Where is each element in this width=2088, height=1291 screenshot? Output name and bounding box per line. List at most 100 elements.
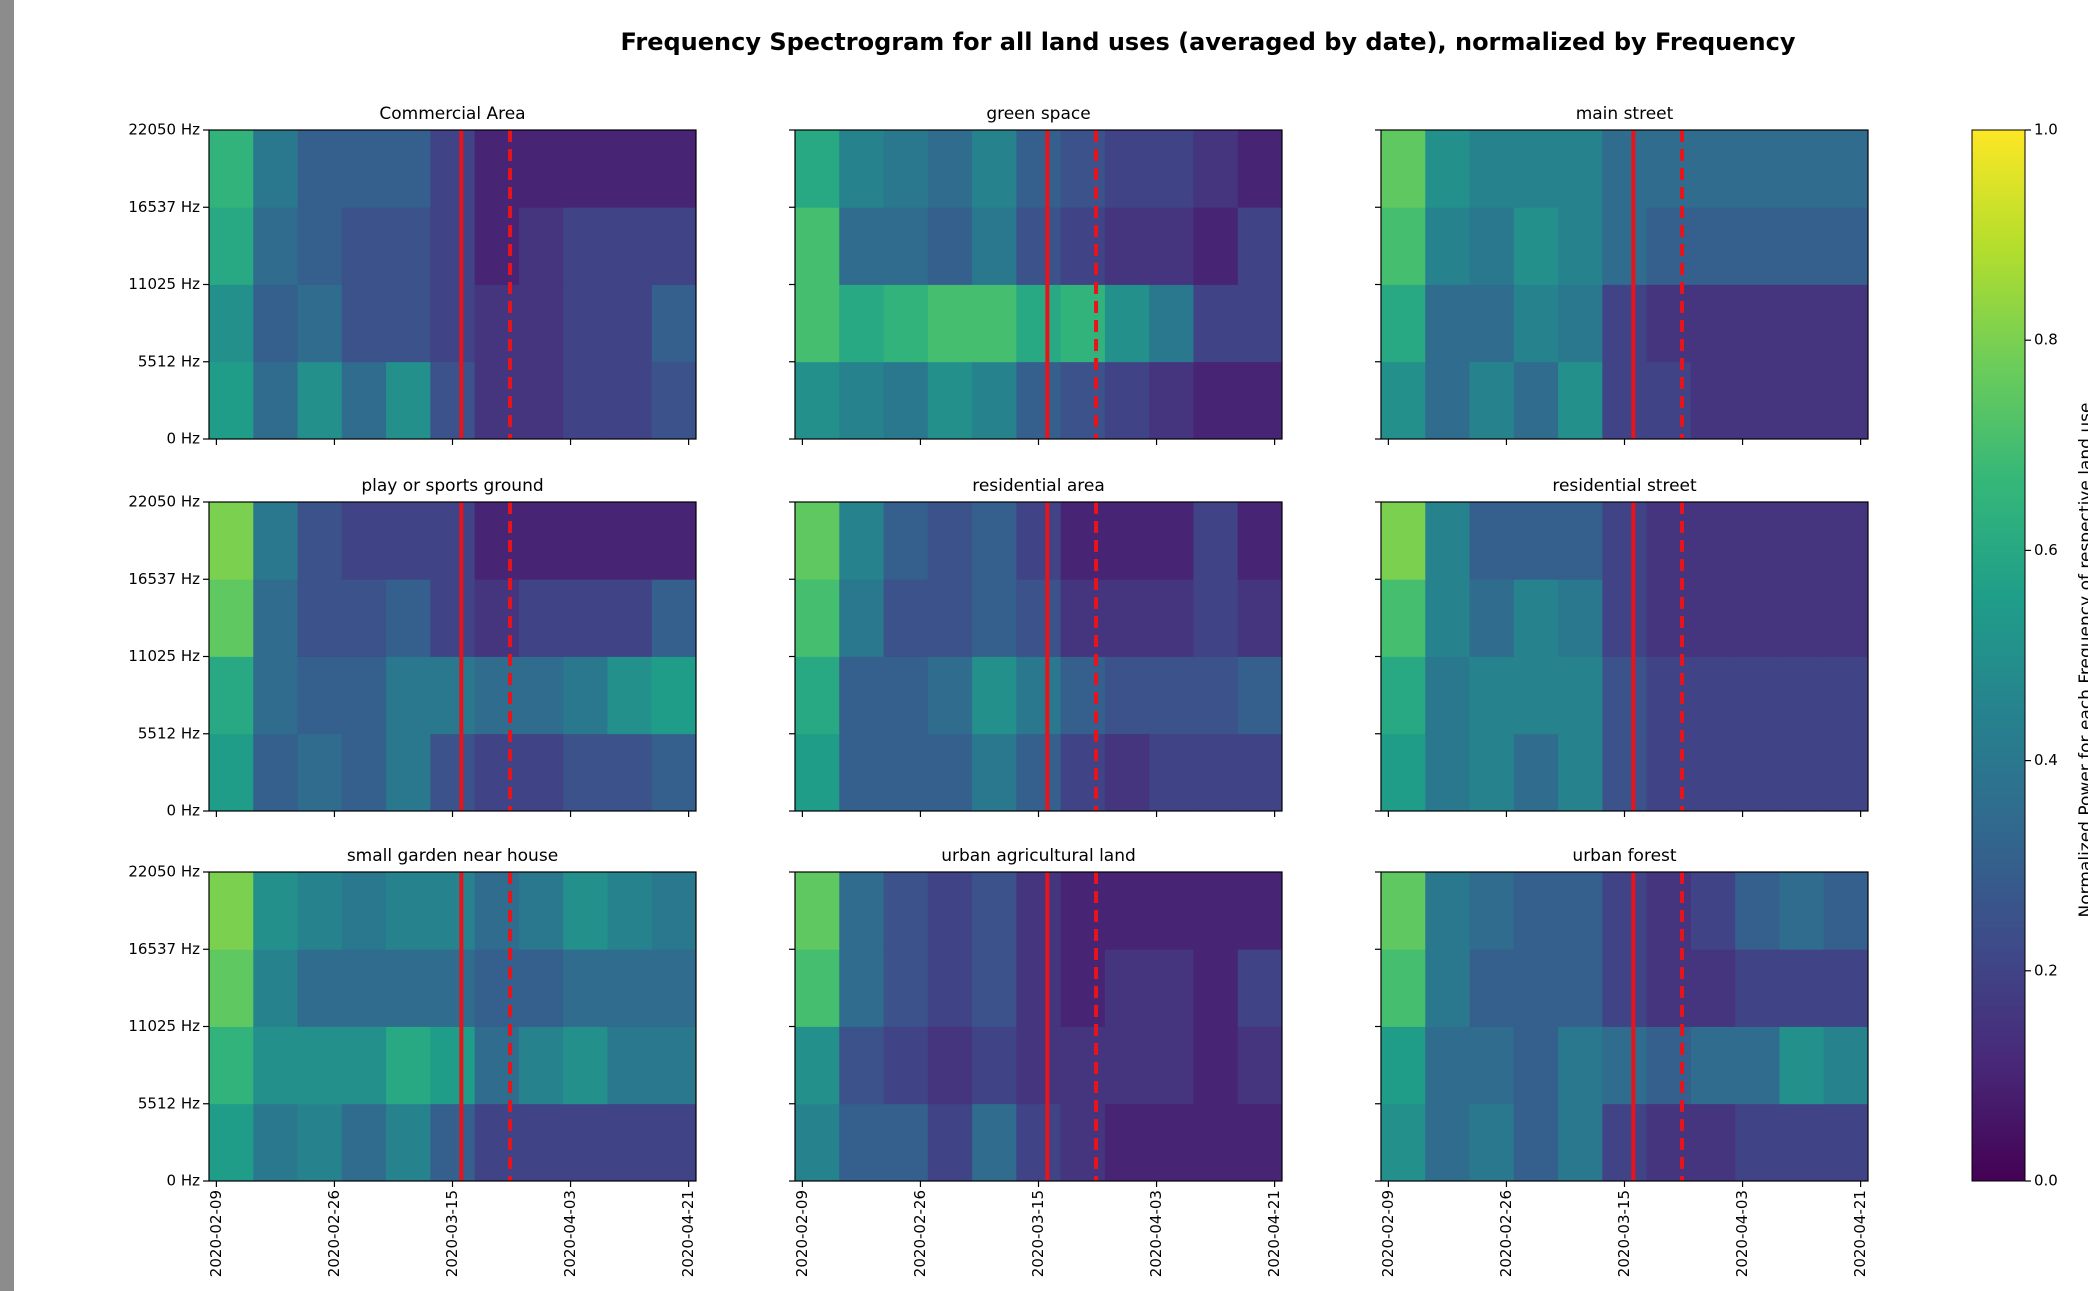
heatmap-cell <box>928 872 973 950</box>
heatmap-cell <box>1824 949 1869 1027</box>
heatmap-cell <box>1558 1104 1603 1182</box>
heatmap-cell <box>1238 207 1283 285</box>
heatmap-cell <box>253 362 298 440</box>
heatmap-cell <box>1105 362 1150 440</box>
heatmap-cell <box>298 579 343 657</box>
heatmap-cell <box>1061 1027 1106 1105</box>
panel-title: main street <box>1576 104 1674 124</box>
heatmap-cell <box>928 362 973 440</box>
heatmap-cell <box>1105 657 1150 735</box>
heatmap-cell <box>1149 872 1194 950</box>
heatmap-cell <box>342 1104 387 1182</box>
y-tick-label: 22050 Hz <box>128 121 200 139</box>
x-tick-label: 2020-03-15 <box>1615 1190 1633 1277</box>
heatmap-cell <box>1602 1104 1647 1182</box>
heatmap-cell <box>607 362 652 440</box>
heatmap-cell <box>386 872 431 950</box>
heatmap-cell <box>519 579 564 657</box>
heatmap-cell <box>1602 949 1647 1027</box>
heatmap-cell <box>1193 872 1238 950</box>
heatmap-cell <box>652 1027 697 1105</box>
heatmap-cell <box>1735 502 1780 580</box>
heatmap-cell <box>253 502 298 580</box>
heatmap-cell <box>1238 502 1283 580</box>
heatmap-cell <box>475 130 520 208</box>
heatmap-cell <box>253 657 298 735</box>
heatmap-cell <box>607 130 652 208</box>
heatmap-cell <box>298 734 343 812</box>
heatmap-cell <box>652 502 697 580</box>
heatmap-cell <box>928 1104 973 1182</box>
heatmap-cell <box>884 872 929 950</box>
heatmap-cell <box>1016 1104 1061 1182</box>
heatmap-cell <box>1558 579 1603 657</box>
heatmap-cell <box>1061 734 1106 812</box>
heatmap-cell <box>1061 502 1106 580</box>
heatmap-cell <box>884 362 929 440</box>
heatmap-cell <box>298 1027 343 1105</box>
heatmap-cell <box>1691 362 1736 440</box>
heatmap-cell <box>1602 502 1647 580</box>
heatmap-cell <box>839 502 884 580</box>
heatmap-cell <box>1149 1104 1194 1182</box>
heatmap-cell <box>1602 579 1647 657</box>
heatmap-cell <box>1691 207 1736 285</box>
heatmap-cell <box>253 734 298 812</box>
heatmap-cell <box>1381 872 1426 950</box>
heatmap-cell <box>1779 1027 1824 1105</box>
x-tick-label: 2020-02-26 <box>911 1190 929 1277</box>
x-tick-label: 2020-04-03 <box>561 1190 579 1277</box>
panel-title: residential street <box>1552 476 1697 496</box>
heatmap-cell <box>839 207 884 285</box>
heatmap-cell <box>884 579 929 657</box>
heatmap-cell <box>1824 872 1869 950</box>
heatmap-cell <box>1691 130 1736 208</box>
heatmap-cell <box>1381 1104 1426 1182</box>
heatmap-cell <box>1105 1027 1150 1105</box>
y-tick-label: 22050 Hz <box>128 863 200 881</box>
heatmap-cell <box>607 579 652 657</box>
y-tick-label: 0 Hz <box>167 1172 201 1190</box>
heatmap-cell <box>1238 1104 1283 1182</box>
heatmap-cell <box>607 872 652 950</box>
heatmap-cell <box>209 362 254 440</box>
heatmap-cell <box>1735 1104 1780 1182</box>
heatmap-cell <box>298 502 343 580</box>
heatmap-cell <box>839 130 884 208</box>
heatmap-cell <box>839 734 884 812</box>
heatmap-cell <box>839 657 884 735</box>
heatmap-cell <box>839 579 884 657</box>
heatmap-cell <box>1193 285 1238 363</box>
heatmap-cell <box>1602 734 1647 812</box>
heatmap-cell <box>1824 130 1869 208</box>
heatmap-cell <box>1647 362 1692 440</box>
heatmap-cell <box>430 579 475 657</box>
panel-title: Commercial Area <box>379 104 525 124</box>
heatmap-cell <box>1193 362 1238 440</box>
heatmap-cell <box>1238 734 1283 812</box>
heatmap-cell <box>563 872 608 950</box>
heatmap-cell <box>342 285 387 363</box>
heatmap-cell <box>1061 949 1106 1027</box>
heatmap-cell <box>298 285 343 363</box>
heatmap-cell <box>1381 130 1426 208</box>
heatmap-cell <box>519 502 564 580</box>
heatmap-cell <box>1647 579 1692 657</box>
x-tick-label: 2020-04-03 <box>1733 1190 1751 1277</box>
heatmap-cell <box>1735 579 1780 657</box>
heatmap-cell <box>209 207 254 285</box>
heatmap-cell <box>1425 207 1470 285</box>
heatmap-cell <box>1470 362 1515 440</box>
heatmap-cell <box>928 734 973 812</box>
heatmap-cell <box>1105 579 1150 657</box>
heatmap-cell <box>839 1104 884 1182</box>
heatmap-cell <box>298 130 343 208</box>
colorbar <box>1972 130 2025 1181</box>
heatmap-cell <box>1470 949 1515 1027</box>
heatmap-cell <box>972 949 1017 1027</box>
heatmap-cell <box>1735 285 1780 363</box>
heatmap-cell <box>430 502 475 580</box>
heatmap-cell <box>1238 285 1283 363</box>
heatmap-cell <box>1425 1027 1470 1105</box>
heatmap-cell <box>298 872 343 950</box>
